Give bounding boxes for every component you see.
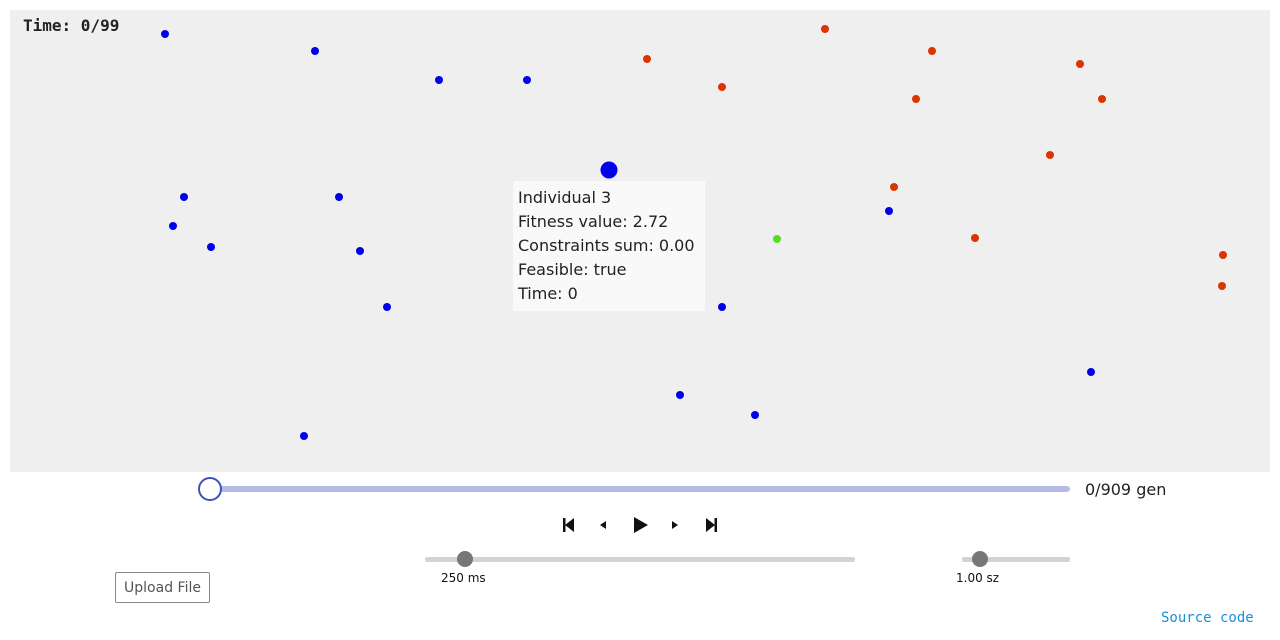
individual-dot-feasible[interactable] xyxy=(161,30,169,38)
source-code-link[interactable]: Source code xyxy=(1161,610,1254,626)
individual-dot-feasible[interactable] xyxy=(523,76,531,84)
time-label: Time: 0/99 xyxy=(23,16,120,35)
individual-dot-feasible[interactable] xyxy=(180,193,188,201)
individual-dot-feasible[interactable] xyxy=(335,193,343,201)
individual-dot-infeasible[interactable] xyxy=(1218,282,1226,290)
upload-file-button[interactable]: Upload File xyxy=(115,572,210,603)
individual-tooltip: Individual 3 Fitness value: 2.72 Constra… xyxy=(513,181,705,311)
individual-dot-infeasible[interactable] xyxy=(1076,60,1084,68)
population-plot[interactable] xyxy=(10,10,1270,472)
individual-dot-feasible[interactable] xyxy=(311,47,319,55)
individual-dot-infeasible[interactable] xyxy=(928,47,936,55)
individual-dot-infeasible[interactable] xyxy=(971,234,979,242)
tooltip-individual: Individual 3 xyxy=(518,188,612,207)
individual-dot-infeasible[interactable] xyxy=(1046,151,1054,159)
individual-dot-infeasible[interactable] xyxy=(643,55,651,63)
tooltip-time: Time: 0 xyxy=(518,284,578,303)
speed-slider-thumb[interactable] xyxy=(457,551,473,567)
step-back-icon[interactable] xyxy=(598,515,608,535)
individual-dot-feasible[interactable] xyxy=(356,247,364,255)
generation-slider-thumb[interactable] xyxy=(198,477,222,501)
individual-dot-feasible[interactable] xyxy=(300,432,308,440)
individual-dot-infeasible[interactable] xyxy=(912,95,920,103)
tooltip-constraints: Constraints sum: 0.00 xyxy=(518,236,695,255)
individual-dot-infeasible[interactable] xyxy=(1219,251,1227,259)
individual-dot-feasible[interactable] xyxy=(676,391,684,399)
individual-dot-best[interactable] xyxy=(773,235,781,243)
size-label: 1.00 sz xyxy=(956,571,1000,585)
speed-label: 250 ms xyxy=(441,571,486,585)
individual-dot-feasible[interactable] xyxy=(435,76,443,84)
individual-dot-feasible[interactable] xyxy=(383,303,391,311)
generation-slider-track[interactable] xyxy=(210,486,1070,492)
individual-dot-infeasible[interactable] xyxy=(718,83,726,91)
individual-dot-infeasible[interactable] xyxy=(890,183,898,191)
size-slider-track[interactable] xyxy=(962,557,1070,562)
individual-dot-feasible[interactable] xyxy=(718,303,726,311)
step-forward-icon[interactable] xyxy=(670,515,680,535)
skip-to-end-icon[interactable] xyxy=(704,515,720,535)
individual-dot-feasible[interactable] xyxy=(169,222,177,230)
individual-dot-infeasible[interactable] xyxy=(821,25,829,33)
individual-dot-selected[interactable] xyxy=(600,161,618,179)
population-canvas[interactable]: Time: 0/99 Individual 3 Fitness value: 2… xyxy=(10,10,1270,472)
individual-dot-feasible[interactable] xyxy=(885,207,893,215)
tooltip-fitness: Fitness value: 2.72 xyxy=(518,212,669,231)
individual-dot-infeasible[interactable] xyxy=(1098,95,1106,103)
play-icon[interactable] xyxy=(631,515,651,535)
individual-dot-feasible[interactable] xyxy=(1087,368,1095,376)
generation-label: 0/909 gen xyxy=(1085,480,1167,499)
individual-dot-feasible[interactable] xyxy=(207,243,215,251)
tooltip-feasible: Feasible: true xyxy=(518,260,627,279)
individual-dot-feasible[interactable] xyxy=(751,411,759,419)
skip-to-start-icon[interactable] xyxy=(560,515,576,535)
speed-slider-track[interactable] xyxy=(425,557,855,562)
size-slider-thumb[interactable] xyxy=(972,551,988,567)
